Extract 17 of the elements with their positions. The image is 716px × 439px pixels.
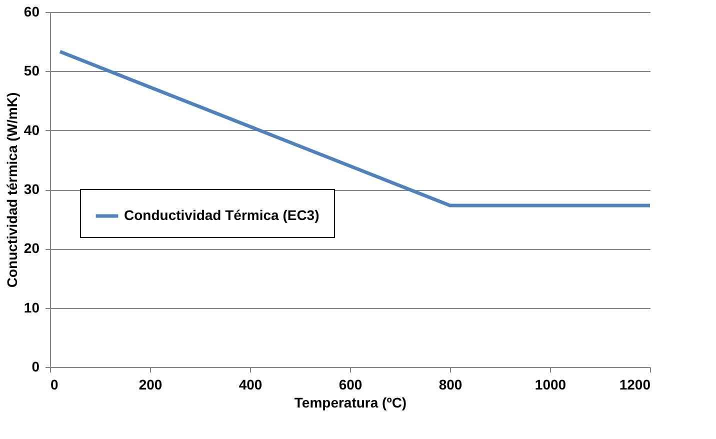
y-tick-label: 60 (24, 4, 40, 20)
x-tick-label: 600 (338, 376, 362, 392)
x-tick-label: 0 (50, 376, 58, 392)
y-axis-title: Conuctividad térmica (W/mK) (4, 92, 20, 288)
legend-label: Conductividad Térmica (EC3) (124, 207, 320, 223)
y-tick-label: 20 (24, 240, 40, 256)
y-tick-label: 10 (24, 299, 40, 316)
y-tick-label: 50 (24, 62, 40, 79)
y-tick-label: 0 (32, 358, 40, 374)
x-tick-label: 400 (238, 376, 262, 392)
x-tick-label: 200 (138, 376, 162, 392)
y-tick-label: 30 (24, 181, 40, 197)
y-tick-label: 40 (24, 122, 40, 138)
x-tick-label: 1200 (619, 376, 651, 392)
x-axis-title: Temperatura (ºC) (294, 394, 407, 410)
x-tick-label: 1000 (534, 376, 566, 392)
x-tick-label: 800 (438, 376, 462, 392)
